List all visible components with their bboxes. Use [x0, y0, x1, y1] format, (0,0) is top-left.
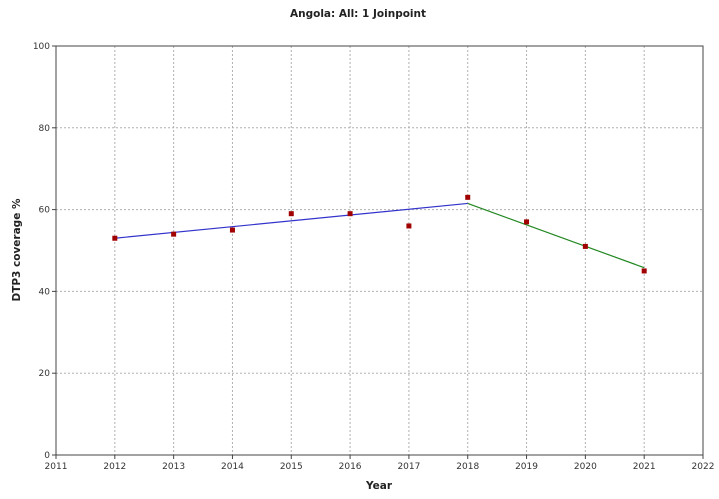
x-tick-label: 2013: [162, 462, 185, 472]
x-tick-label: 2015: [280, 462, 303, 472]
fitted-segment-1: [114, 202, 468, 239]
y-axis-label: DTP3 coverage %: [11, 198, 23, 301]
y-tick-label: 20: [39, 369, 51, 379]
fitted-segment-2: [467, 202, 645, 269]
plot-frame: [55, 45, 704, 456]
y-tick-label: 80: [39, 124, 51, 134]
data-point: [641, 268, 647, 274]
x-tick-label: 2021: [633, 462, 656, 472]
fitted-lines: [114, 202, 645, 269]
x-tick-label: 2022: [692, 462, 715, 472]
y-tick-label: 0: [44, 451, 50, 461]
x-tick-label: 2017: [397, 462, 420, 472]
tick-labels: 2011 2012 2013 2014 2015 2016 2017 2018 2019 2020…: [33, 42, 715, 472]
data-point: [347, 211, 353, 217]
data-point: [288, 211, 294, 217]
x-tick-label: 2014: [221, 462, 244, 472]
y-tick-label: 60: [39, 206, 51, 216]
x-tick-label: 2018: [456, 462, 479, 472]
chart-title: Angola: All: 1 Joinpoint: [290, 8, 426, 20]
x-tick-label: 2012: [103, 462, 126, 472]
x-axis-label: Year: [365, 480, 393, 492]
y-tick-label: 40: [39, 287, 51, 297]
grid: [56, 46, 703, 455]
data-points: [112, 194, 647, 274]
data-point: [465, 194, 471, 200]
y-tick-label: 100: [33, 42, 50, 52]
data-point: [229, 227, 235, 233]
x-tick-label: 2016: [339, 462, 362, 472]
data-point: [112, 235, 118, 241]
data-point: [582, 243, 588, 249]
data-point: [524, 219, 530, 225]
x-tick-label: 2011: [45, 462, 68, 472]
x-tick-label: 2020: [574, 462, 597, 472]
x-tick-label: 2019: [515, 462, 538, 472]
data-point: [171, 231, 177, 237]
data-point: [406, 223, 412, 229]
